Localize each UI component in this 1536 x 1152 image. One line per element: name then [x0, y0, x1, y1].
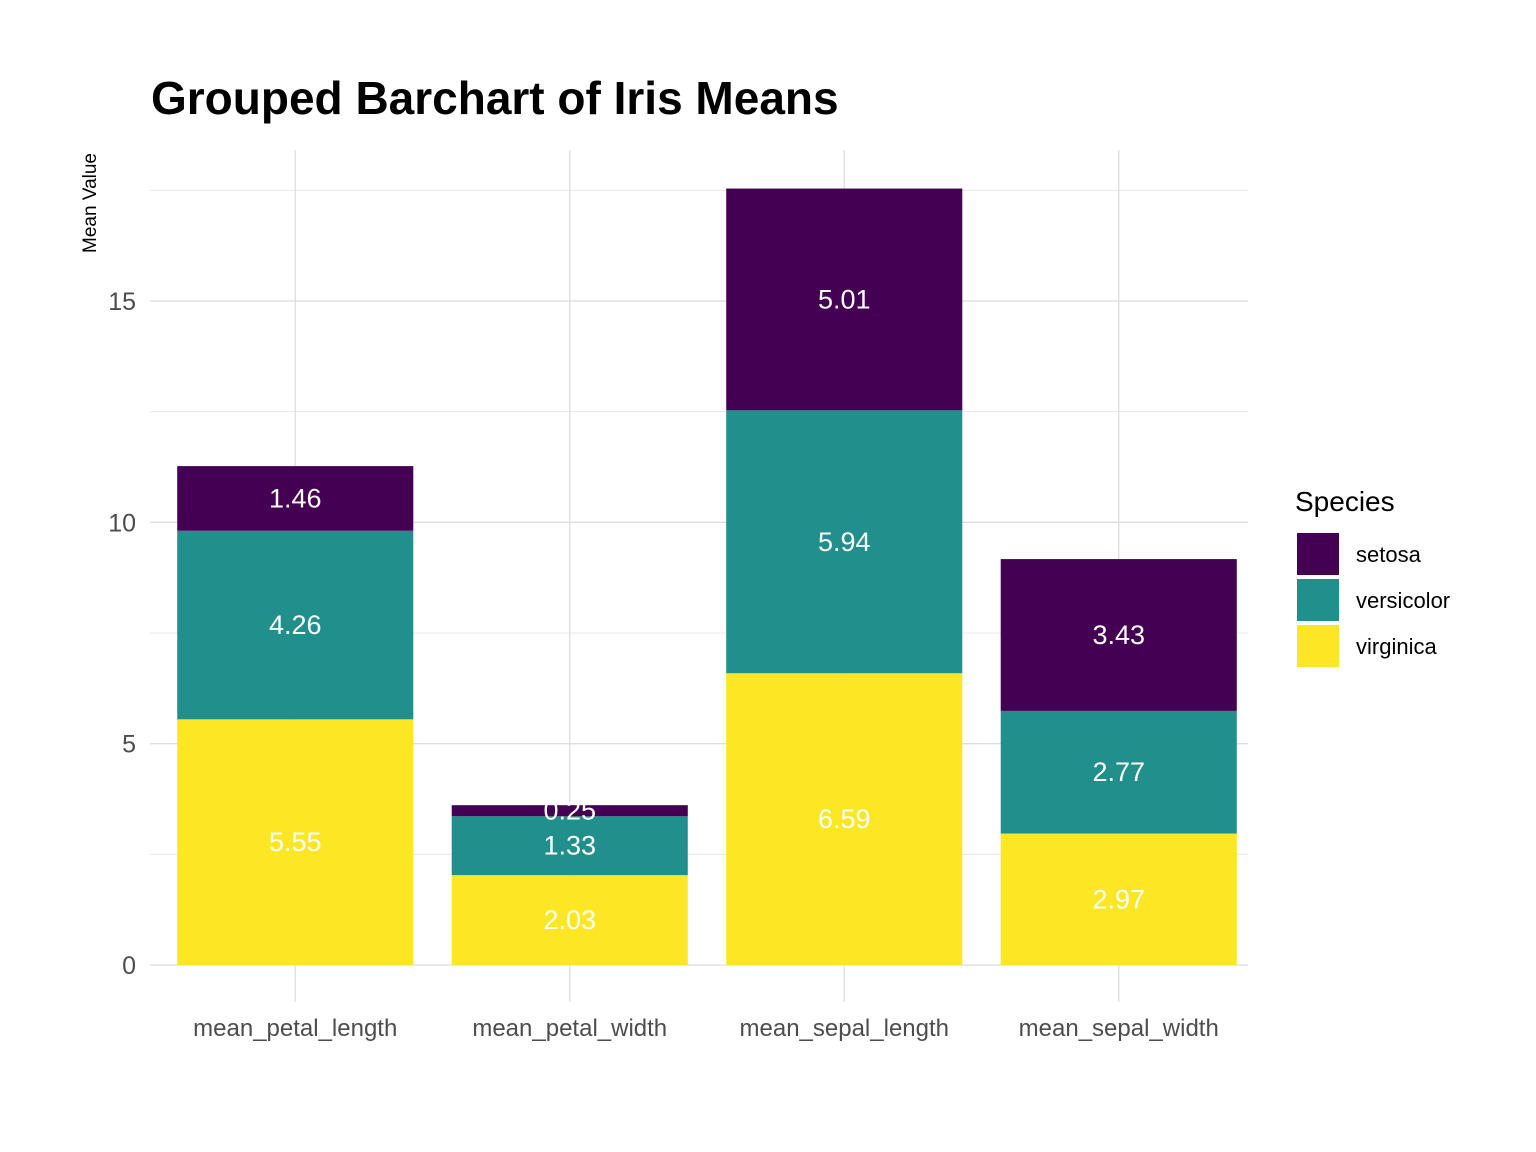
- data-label: 4.26: [269, 610, 322, 640]
- y-tick-label: 0: [122, 952, 136, 980]
- bar-segment-versicolor: [726, 410, 963, 674]
- legend-swatch-setosa: [1297, 533, 1339, 575]
- data-label: 2.03: [543, 905, 596, 935]
- x-tick-label: mean_sepal_width: [1019, 1015, 1219, 1042]
- bar-segment-versicolor: [451, 816, 688, 876]
- x-axis-ticks: mean_petal_length mean_petal_width mean_se…: [193, 1015, 1219, 1042]
- data-label: 3.43: [1092, 620, 1145, 650]
- bar-segment-versicolor: [1000, 710, 1237, 834]
- data-label: 2.97: [1092, 884, 1145, 914]
- bar-segment-virginica: [177, 719, 414, 965]
- data-label: 2.77: [1092, 757, 1145, 787]
- legend-swatch-virginica: [1297, 625, 1339, 667]
- y-axis-label: Mean Value: [80, 153, 101, 253]
- data-label: 5.94: [818, 527, 871, 557]
- legend-label: setosa: [1356, 542, 1422, 567]
- y-tick-label: 5: [122, 731, 136, 759]
- data-labels: 5.55 4.26 1.46 2.03 1.33 0.25 6.59 5.94 5.01 2.97…: [269, 284, 1145, 935]
- data-label: 1.33: [543, 831, 596, 861]
- legend: Species setosa versicolor virginica: [1295, 486, 1450, 667]
- bar-segment-setosa: [726, 188, 963, 411]
- x-tick-label: mean_petal_length: [193, 1015, 397, 1042]
- data-label: 5.01: [818, 284, 871, 314]
- legend-label: virginica: [1356, 634, 1437, 659]
- data-label: 1.46: [269, 483, 322, 513]
- bar-segment-virginica: [726, 673, 963, 965]
- bar-segment-setosa: [451, 805, 688, 817]
- bar-segment-versicolor: [177, 530, 414, 720]
- legend-label: versicolor: [1356, 588, 1450, 613]
- chart-title: Grouped Barchart of Iris Means: [151, 72, 839, 124]
- bar-segment-setosa: [177, 466, 414, 531]
- legend-title: Species: [1295, 486, 1395, 517]
- y-tick-label: 10: [108, 509, 136, 537]
- data-label: 0.25: [543, 796, 596, 826]
- bar-segment-setosa: [1000, 559, 1237, 711]
- y-tick-label: 15: [108, 288, 136, 316]
- legend-swatch-versicolor: [1297, 579, 1339, 621]
- data-label: 6.59: [818, 804, 871, 834]
- bar-segment-virginica: [1000, 833, 1237, 965]
- y-axis-ticks: 0 5 10 15: [108, 288, 136, 980]
- data-label: 5.55: [269, 827, 322, 857]
- x-tick-label: mean_sepal_length: [740, 1015, 950, 1042]
- bars: [177, 188, 1237, 965]
- bar-segment-virginica: [451, 875, 688, 965]
- x-tick-label: mean_petal_width: [472, 1015, 667, 1042]
